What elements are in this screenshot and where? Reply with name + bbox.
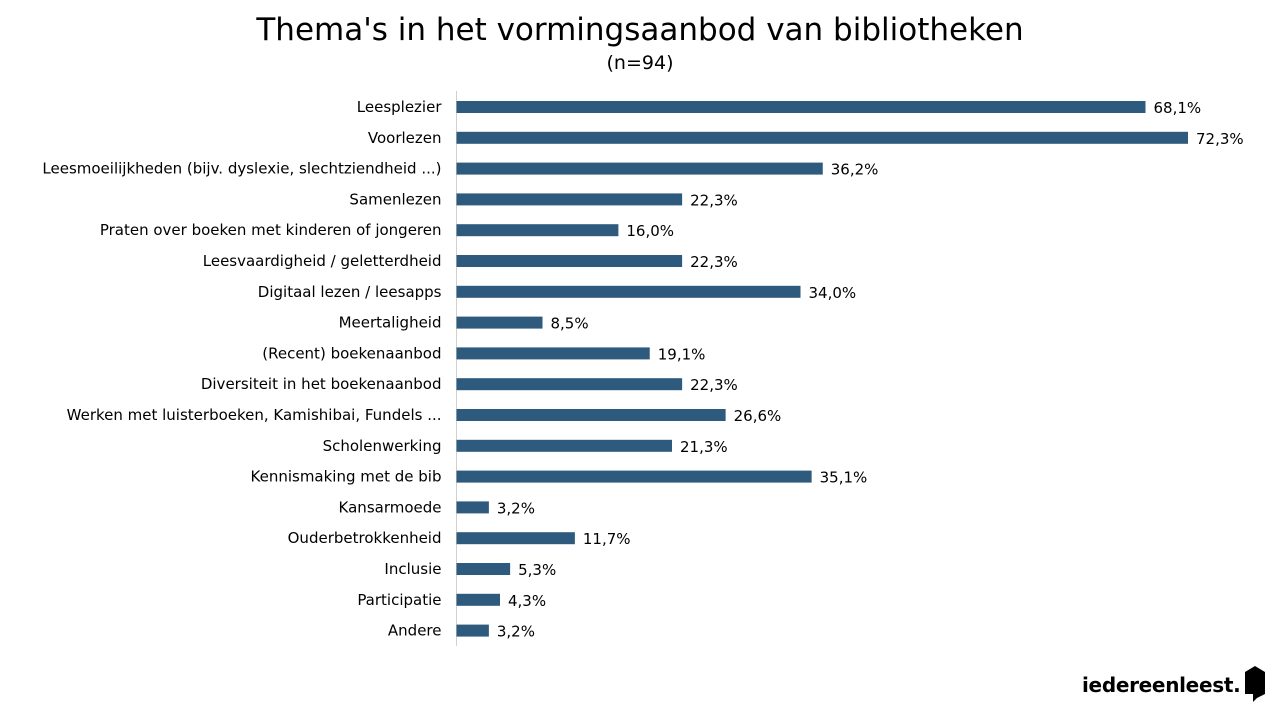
data-label: 5,3% xyxy=(518,561,556,579)
category-label: Diversiteit in het boekenaanbod xyxy=(201,375,442,393)
category-label: (Recent) boekenaanbod xyxy=(262,344,441,362)
data-label: 4,3% xyxy=(508,592,546,610)
chart-title: Thema's in het vormingsaanbod van biblio… xyxy=(256,12,1024,48)
bar xyxy=(456,224,619,237)
data-label: 22,3% xyxy=(690,253,738,271)
category-label: Werken met luisterboeken, Kamishibai, Fu… xyxy=(67,406,442,424)
bar xyxy=(456,624,489,637)
data-label: 34,0% xyxy=(808,284,856,302)
bar xyxy=(456,131,1188,144)
category-label: Inclusie xyxy=(384,560,441,578)
category-label: Samenlezen xyxy=(349,190,441,208)
bar xyxy=(456,285,801,298)
brand-logo-text: iedereenleest. xyxy=(1082,673,1241,697)
bar xyxy=(456,193,683,206)
category-label: Kennismaking met de bib xyxy=(251,468,442,486)
data-label: 11,7% xyxy=(583,530,631,548)
data-label: 3,2% xyxy=(497,499,535,517)
bar xyxy=(456,501,489,514)
category-label: Voorlezen xyxy=(368,129,442,147)
bar xyxy=(456,409,726,421)
bar xyxy=(456,255,683,267)
data-label: 22,3% xyxy=(690,191,738,209)
category-label: Scholenwerking xyxy=(323,437,442,455)
bar xyxy=(456,470,812,483)
category-label: Kansarmoede xyxy=(339,498,442,516)
category-label: Leesvaardigheid / geletterdheid xyxy=(203,252,442,270)
data-label: 72,3% xyxy=(1196,130,1244,148)
category-label: Praten over boeken met kinderen of jonge… xyxy=(100,221,442,239)
bar xyxy=(456,162,823,175)
brand-logo: iedereenleest. xyxy=(1082,662,1267,702)
bar xyxy=(456,532,575,545)
data-label: 16,0% xyxy=(626,222,674,240)
category-label: Digitaal lezen / leesapps xyxy=(258,283,442,301)
bar xyxy=(456,593,501,606)
category-label: Ouderbetrokkenheid xyxy=(288,529,442,547)
category-label: Leesplezier xyxy=(357,98,443,116)
bar xyxy=(456,563,511,575)
category-label: Participatie xyxy=(357,591,441,609)
book-icon xyxy=(1245,666,1266,702)
data-label: 68,1% xyxy=(1154,99,1202,117)
bar xyxy=(456,316,543,329)
data-label: 21,3% xyxy=(680,438,728,456)
data-label: 3,2% xyxy=(497,623,535,641)
category-label: Leesmoeilijkheden (bijv. dyslexie, slech… xyxy=(42,160,441,178)
bar xyxy=(456,347,650,360)
data-label: 8,5% xyxy=(550,315,588,333)
bar xyxy=(456,101,1146,113)
data-label: 35,1% xyxy=(820,469,868,487)
data-label: 22,3% xyxy=(690,376,738,394)
data-label: 19,1% xyxy=(658,345,706,363)
bar xyxy=(456,439,673,452)
data-label: 36,2% xyxy=(831,161,879,179)
bar xyxy=(456,378,683,391)
data-label: 26,6% xyxy=(734,407,782,425)
chart-subtitle: (n=94) xyxy=(606,52,674,74)
category-label: Andere xyxy=(388,622,442,640)
category-label: Meertaligheid xyxy=(339,314,442,332)
